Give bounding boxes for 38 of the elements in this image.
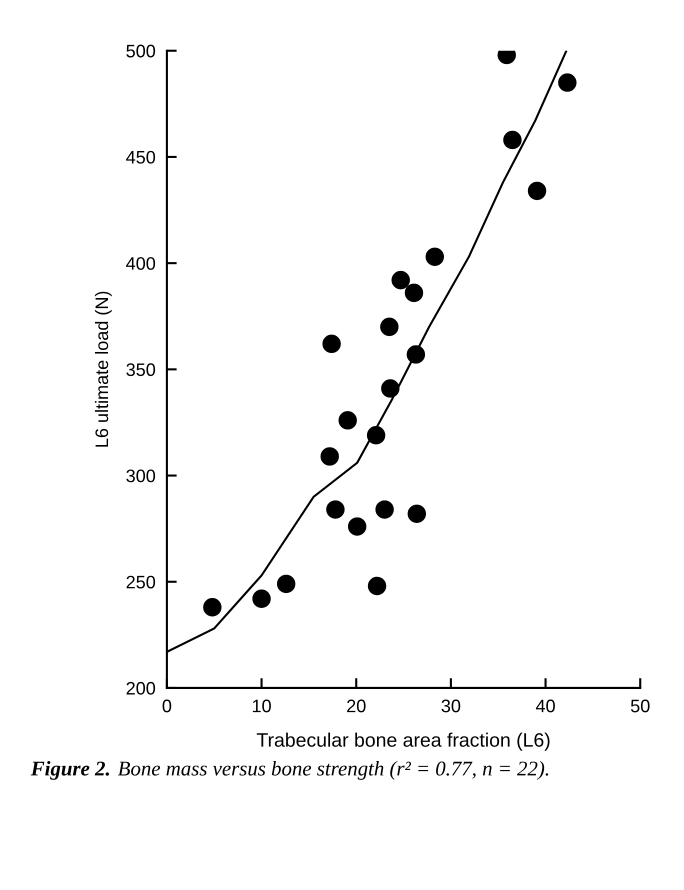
point	[558, 73, 577, 92]
point	[375, 500, 394, 519]
caption: Figure 2.	[30, 760, 109, 780]
point	[406, 345, 426, 364]
point	[203, 598, 222, 616]
point	[252, 590, 271, 608]
x-tick-label: 40	[536, 700, 555, 712]
point	[320, 447, 339, 466]
point	[392, 270, 410, 290]
x-tick-label: 30	[442, 700, 460, 712]
point	[408, 504, 426, 523]
point	[368, 576, 386, 596]
point	[503, 130, 522, 150]
x-tick-label: 50	[630, 700, 650, 712]
y-axis-title: L6 ultimate load (N)	[94, 292, 112, 447]
point	[348, 517, 366, 536]
point	[276, 574, 296, 594]
point	[528, 182, 546, 200]
point	[426, 248, 444, 266]
point	[381, 379, 400, 398]
y-tick-label: 300	[126, 469, 156, 482]
point	[322, 334, 341, 354]
x-tick-label: 10	[252, 700, 271, 712]
y-tick-label: 200	[126, 682, 156, 695]
point	[404, 284, 424, 302]
x-tick-label: 0	[162, 700, 172, 712]
y-tick-label: 400	[126, 257, 156, 270]
y-tick-label: 500	[126, 44, 156, 58]
x-tick-label: 20	[347, 700, 366, 712]
y-tick-label: 450	[126, 150, 156, 164]
point	[366, 426, 386, 444]
text: Bone mass versus bone strength (r² = 0.77, n = 22).	[118, 760, 548, 780]
x-axis-title: Trabecular bone area fraction (L6)	[256, 732, 550, 751]
y-tick-label: 250	[126, 576, 156, 588]
y-tick-label: 350	[126, 363, 156, 376]
point	[338, 411, 357, 430]
point	[326, 500, 345, 519]
point	[380, 318, 399, 336]
